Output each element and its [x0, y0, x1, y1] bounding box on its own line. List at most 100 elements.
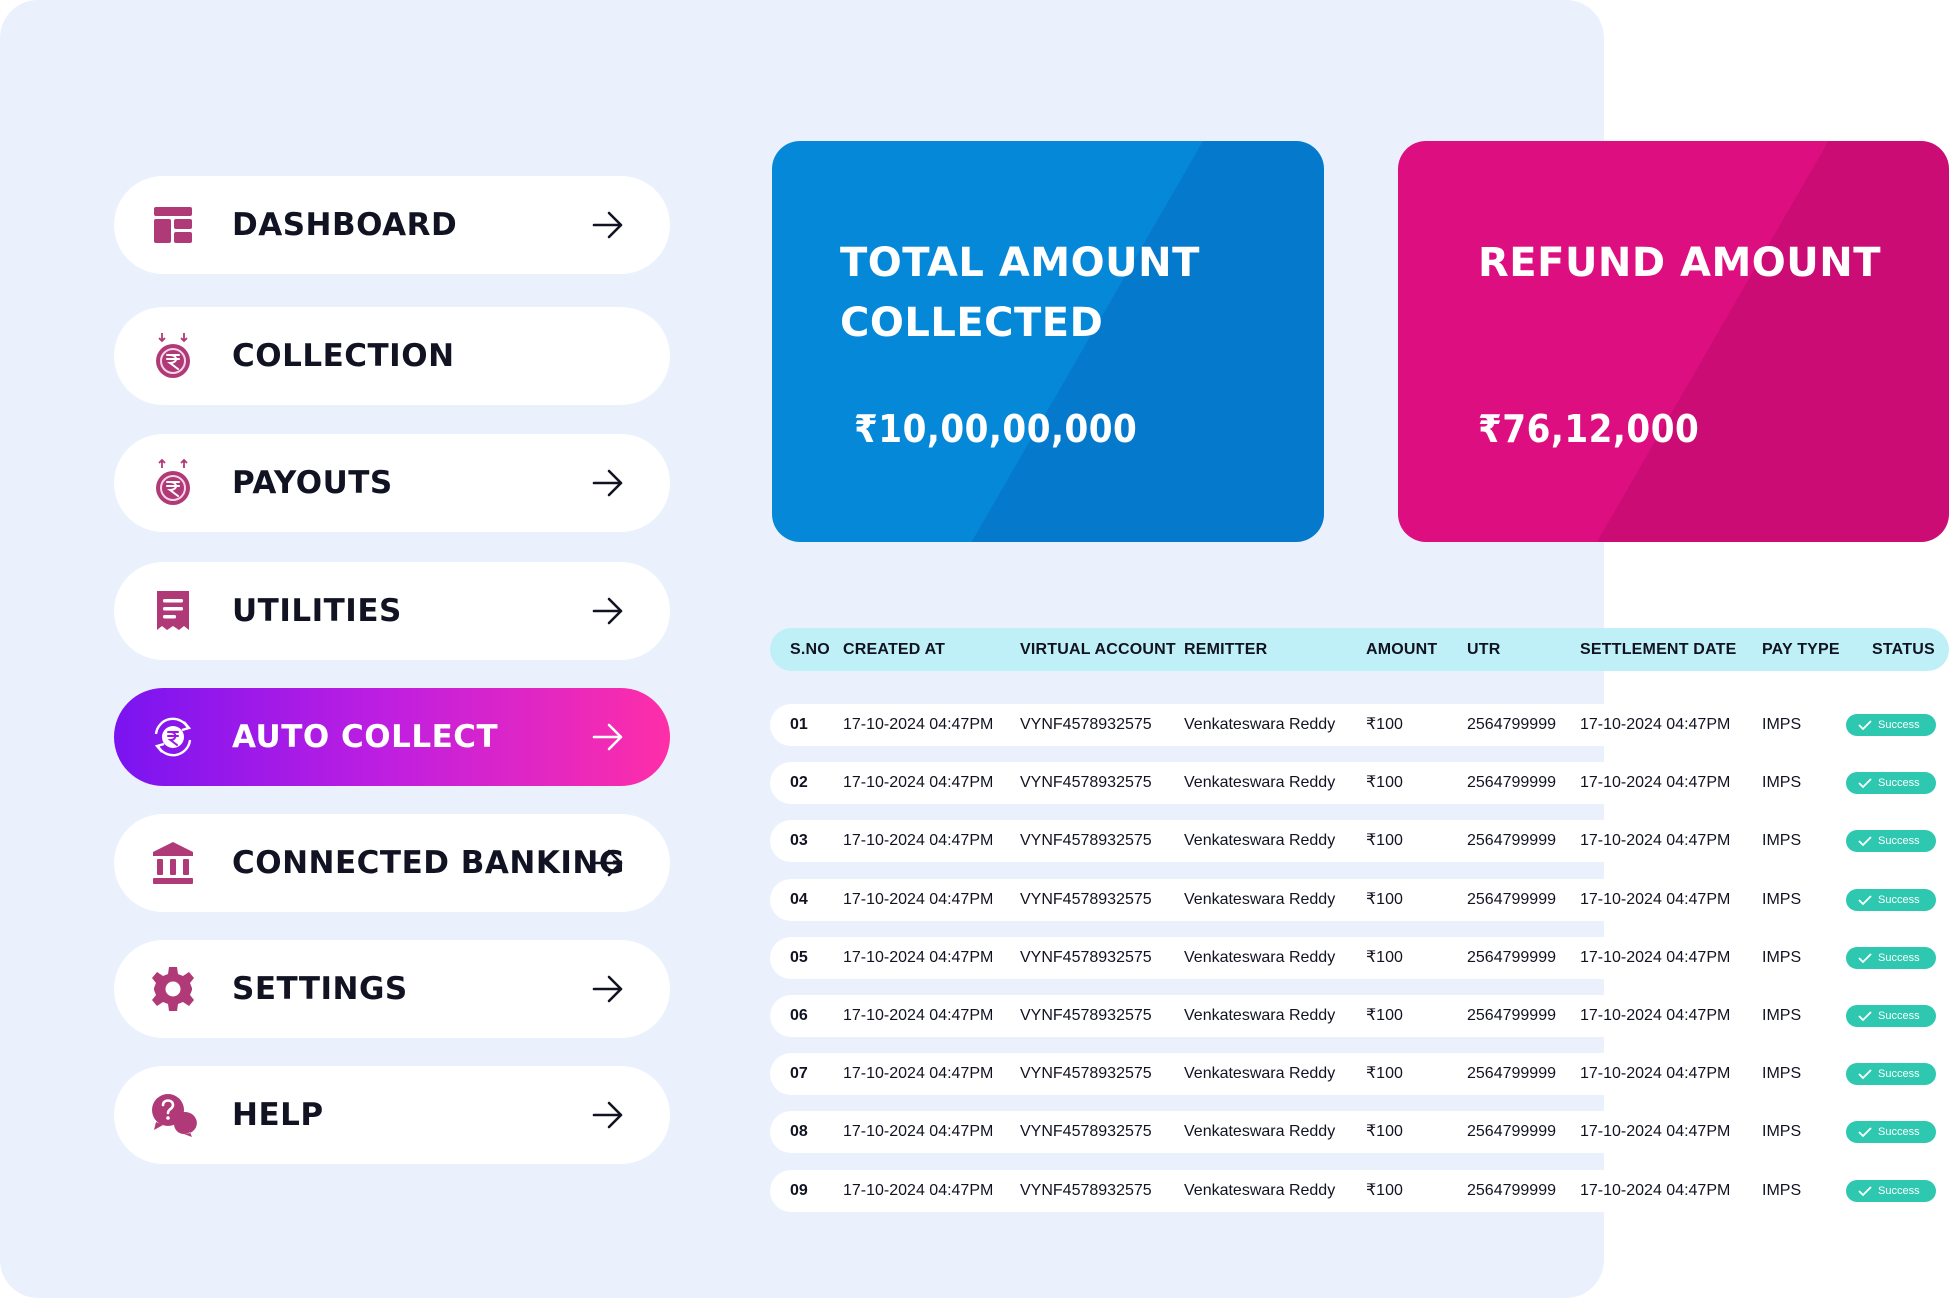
cell-virtual-account: VYNF4578932575: [1020, 948, 1152, 966]
sidebar-item-label: COLLECTION: [232, 338, 455, 374]
check-icon: [1858, 720, 1872, 731]
check-icon: [1858, 778, 1872, 789]
cell-pay-type: IMPS: [1762, 948, 1802, 966]
table-header: S.NO CREATED AT VIRTUAL ACCOUNT REMITTER…: [770, 628, 1949, 671]
cell-virtual-account: VYNF4578932575: [1020, 890, 1152, 908]
cell-utr: 2564799999: [1467, 832, 1556, 850]
status-label: Success: [1878, 1184, 1920, 1197]
cell-utr: 2564799999: [1467, 890, 1556, 908]
cell-pay-type: IMPS: [1762, 890, 1802, 908]
cell-settlement-date: 17-10-2024 04:47PM: [1580, 716, 1731, 733]
refund-amount-card: REFUND AMOUNT ₹76,12,000: [1398, 141, 1949, 542]
table-row[interactable]: 06 17-10-2024 04:47PM VYNF4578932575 Venkat…: [770, 995, 1949, 1037]
table-row[interactable]: 09 17-10-2024 04:47PM VYNF4578932575 Venkat…: [770, 1169, 1949, 1212]
sidebar-item-connected-banking[interactable]: CONNECTED BANKING: [114, 814, 670, 912]
cell-sno: 02: [790, 774, 808, 792]
check-icon: [1858, 894, 1872, 905]
cell-created-at: 17-10-2024 04:47PM: [843, 1007, 994, 1024]
cell-utr: 2564799999: [1467, 716, 1556, 733]
table-row[interactable]: 07 17-10-2024 04:47PM VYNF4578932575 Venkat…: [770, 1053, 1949, 1096]
cell-created-at: 17-10-2024 04:47PM: [843, 1065, 994, 1083]
header-pay-type[interactable]: PAY TYPE: [1762, 641, 1840, 658]
table-row[interactable]: 03 17-10-2024 04:47PM VYNF4578932575 Venkat…: [770, 820, 1949, 863]
sidebar-item-settings[interactable]: SETTINGS: [114, 940, 670, 1038]
sidebar-item-utilities[interactable]: UTILITIES: [114, 562, 670, 660]
cell-settlement-date: 17-10-2024 04:47PM: [1580, 948, 1731, 966]
card-sheen: [772, 141, 1324, 542]
status-badge: Success: [1846, 1005, 1936, 1027]
status-label: Success: [1878, 1010, 1920, 1022]
check-icon: [1858, 1069, 1872, 1080]
status-badge: Success: [1846, 772, 1936, 795]
total-amount-card: TOTAL AMOUNT COLLECTED ₹10,00,00,000: [772, 141, 1324, 542]
cell-amount: ₹100: [1366, 1123, 1403, 1141]
cell-sno: 09: [790, 1181, 808, 1199]
cell-created-at: 17-10-2024 04:47PM: [843, 890, 994, 908]
header-settlement-date[interactable]: SETTLEMENT DATE: [1580, 641, 1737, 658]
sidebar-item-collection[interactable]: COLLECTION: [114, 307, 670, 405]
cell-settlement-date: 17-10-2024 04:47PM: [1580, 1007, 1731, 1024]
cell-virtual-account: VYNF4578932575: [1020, 1065, 1152, 1083]
card-title: TOTAL AMOUNT COLLECTED: [840, 240, 1200, 346]
arrow-right-icon: [592, 848, 624, 878]
cell-pay-type: IMPS: [1762, 1181, 1802, 1199]
cell-sno: 07: [790, 1065, 808, 1083]
cell-settlement-date: 17-10-2024 04:47PM: [1580, 774, 1731, 792]
header-remitter[interactable]: REMITTER: [1184, 641, 1268, 658]
card-value: ₹10,00,00,000: [854, 407, 1138, 451]
sidebar-item-auto-collect[interactable]: AUTO COLLECT: [114, 688, 670, 786]
sidebar-item-label: AUTO COLLECT: [232, 719, 499, 755]
check-icon: [1858, 953, 1872, 964]
status-label: Success: [1878, 719, 1920, 731]
cell-pay-type: IMPS: [1762, 1007, 1802, 1024]
card-sheen: [1398, 141, 1949, 542]
check-icon: [1858, 836, 1872, 847]
cell-virtual-account: VYNF4578932575: [1020, 1007, 1152, 1024]
table-row[interactable]: 01 17-10-2024 04:47PM VYNF4578932575 Venkat…: [770, 704, 1949, 746]
cell-sno: 05: [790, 948, 808, 966]
table-row[interactable]: 08 17-10-2024 04:47PM VYNF4578932575 Venkat…: [770, 1111, 1949, 1154]
arrow-right-icon: [592, 1100, 624, 1130]
header-virtual-account[interactable]: VIRTUAL ACCOUNT: [1020, 641, 1176, 658]
sidebar-item-label: DASHBOARD: [232, 207, 458, 243]
cell-utr: 2564799999: [1467, 1007, 1556, 1024]
header-sno[interactable]: S.NO: [790, 641, 830, 658]
status-badge: Success: [1846, 830, 1936, 853]
header-utr[interactable]: UTR: [1467, 641, 1501, 658]
cell-pay-type: IMPS: [1762, 774, 1802, 792]
sidebar-item-help[interactable]: HELP: [114, 1066, 670, 1164]
status-label: Success: [1878, 777, 1920, 790]
cell-amount: ₹100: [1366, 1007, 1403, 1024]
header-created-at[interactable]: CREATED AT: [843, 641, 946, 658]
gear-icon: [148, 964, 198, 1014]
table-row[interactable]: 02 17-10-2024 04:47PM VYNF4578932575 Venkat…: [770, 762, 1949, 805]
rupee-refresh-icon: [148, 712, 198, 762]
table-row[interactable]: 05 17-10-2024 04:47PM VYNF4578932575 Venkat…: [770, 936, 1949, 979]
header-amount[interactable]: AMOUNT: [1366, 641, 1438, 658]
cell-sno: 06: [790, 1007, 808, 1024]
status-label: Success: [1878, 893, 1920, 906]
table-row[interactable]: 04 17-10-2024 04:47PM VYNF4578932575 Venkat…: [770, 878, 1949, 921]
cell-remitter: Venkateswara Reddy: [1184, 948, 1336, 966]
cell-amount: ₹100: [1366, 1181, 1403, 1199]
sidebar-item-dashboard[interactable]: DASHBOARD: [114, 176, 670, 274]
cell-pay-type: IMPS: [1762, 1123, 1802, 1141]
cell-amount: ₹100: [1366, 890, 1403, 908]
cell-settlement-date: 17-10-2024 04:47PM: [1580, 890, 1731, 908]
sidebar-item-label: HELP: [232, 1097, 324, 1133]
arrow-right-icon: [592, 596, 624, 626]
cell-settlement-date: 17-10-2024 04:47PM: [1580, 1123, 1731, 1141]
sidebar-item-label: UTILITIES: [232, 593, 402, 629]
dashboard-icon: [148, 200, 198, 250]
status-label: Success: [1878, 1126, 1920, 1139]
cell-virtual-account: VYNF4578932575: [1020, 716, 1152, 733]
header-status[interactable]: STATUS: [1872, 641, 1935, 658]
sidebar-item-label: SETTINGS: [232, 971, 408, 1007]
cell-created-at: 17-10-2024 04:47PM: [843, 1181, 994, 1199]
status-badge: Success: [1846, 1063, 1936, 1086]
sidebar-item-payouts[interactable]: PAYOUTS: [114, 434, 670, 532]
cell-pay-type: IMPS: [1762, 716, 1802, 733]
status-badge: Success: [1846, 1121, 1936, 1144]
cell-utr: 2564799999: [1467, 1123, 1556, 1141]
arrow-right-icon: [592, 468, 624, 498]
